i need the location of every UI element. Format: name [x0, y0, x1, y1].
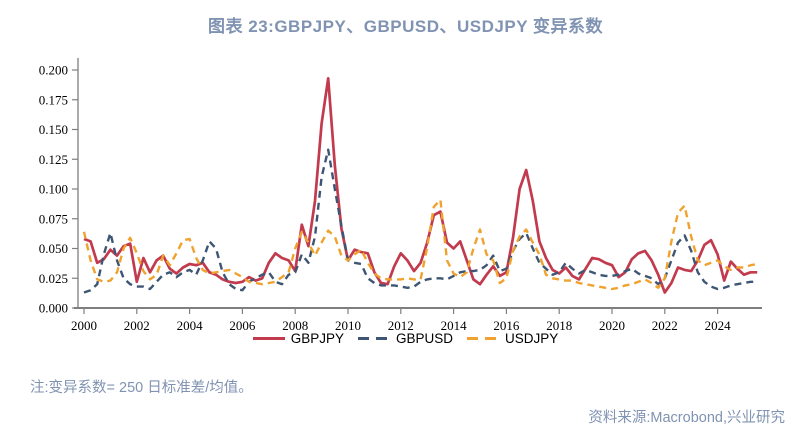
- y-tick-label: 0.150: [39, 122, 68, 137]
- x-tick-label: 2010: [335, 318, 361, 330]
- x-tick-label: 2002: [124, 318, 150, 330]
- page-title: 图表 23:GBPJPY、GBPUSD、USDJPY 变异系数: [208, 17, 603, 36]
- y-tick-label: 0.175: [39, 92, 68, 107]
- y-tick-label: 0.050: [39, 241, 68, 256]
- y-tick-label: 0.025: [39, 271, 68, 286]
- y-tick-label: 0.200: [39, 63, 68, 78]
- x-tick-label: 2008: [282, 318, 308, 330]
- legend-item-gbpusd: GBPUSD: [358, 331, 453, 346]
- x-tick-label: 2000: [71, 318, 97, 330]
- x-tick-label: 2016: [493, 318, 520, 330]
- usdjpy-dashed-line-swatch-icon: [467, 337, 500, 340]
- legend-item-usdjpy: USDJPY: [467, 331, 558, 346]
- x-tick-label: 2004: [177, 318, 204, 330]
- x-tick-label: 2020: [599, 318, 625, 330]
- series-line-gbpjpy: [83, 76, 758, 294]
- x-tick-label: 2012: [388, 318, 414, 330]
- gbpjpy-line-swatch-icon: [252, 337, 285, 340]
- x-tick-label: 2006: [229, 318, 256, 330]
- y-tick-label: 0.000: [39, 301, 68, 316]
- x-tick-label: 2024: [705, 318, 732, 330]
- y-tick-label: 0.100: [39, 182, 68, 197]
- y-tick-label: 0.125: [39, 152, 68, 167]
- series-line-usdjpy: [82, 198, 758, 291]
- gbpusd-dashed-line-swatch-icon: [358, 337, 390, 340]
- footnote: 注:变异系数= 250 日标准差/均值。: [30, 380, 253, 396]
- volatility-line-chart: 0.000 0.025 0.050 0.075 0.100 0.125 0.150 0.175…: [39, 58, 762, 330]
- legend-label-gbpusd: GBPUSD: [396, 331, 454, 346]
- chart-legend: GBPJPY GBPUSD USDJPY: [0, 331, 811, 346]
- legend-item-gbpjpy: GBPJPY: [252, 331, 344, 346]
- source-credit: 资料来源:Macrobond,兴业研究: [588, 410, 785, 426]
- legend-label-usdjpy: USDJPY: [505, 331, 559, 346]
- y-tick-label: 0.075: [39, 211, 68, 226]
- legend-label-gbpjpy: GBPJPY: [290, 331, 344, 346]
- x-tick-label: 2018: [546, 318, 572, 330]
- x-tick-label: 2014: [441, 318, 468, 330]
- x-tick-label: 2022: [652, 318, 678, 330]
